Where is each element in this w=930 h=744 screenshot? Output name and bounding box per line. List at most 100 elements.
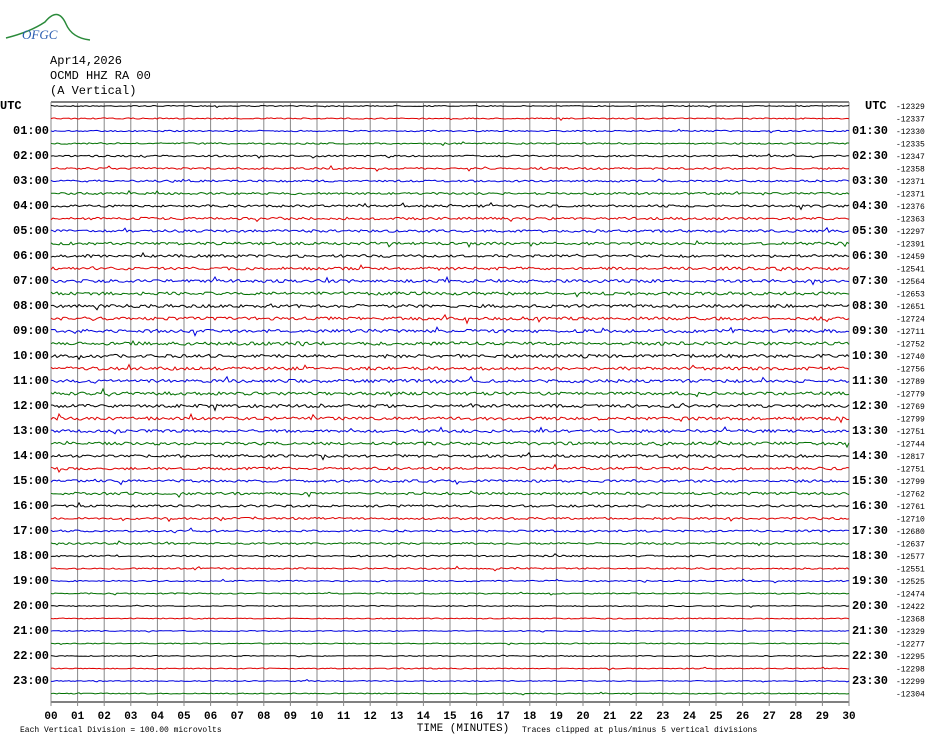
x-tick-label: 02 — [98, 711, 111, 723]
right-hour-label: 09:30 — [852, 324, 888, 338]
trace-offset-label: -12710 — [896, 516, 925, 525]
trace — [51, 565, 850, 572]
trace-offset-label: -12789 — [896, 378, 925, 387]
header-component: (A Vertical) — [50, 84, 136, 98]
left-hour-label: 09:00 — [13, 324, 49, 338]
trace — [50, 363, 850, 371]
trace-offset-label: -12368 — [896, 616, 925, 625]
right-hour-label: 08:30 — [852, 299, 888, 313]
trace — [50, 654, 850, 658]
trace-offset-label: -12564 — [896, 278, 925, 287]
right-hour-label: 06:30 — [852, 249, 888, 263]
header-station: OCMD HHZ RA 00 — [50, 69, 151, 83]
x-tick-label: 10 — [310, 711, 323, 723]
left-hour-label: 10:00 — [13, 349, 49, 363]
left-hour-label: 22:00 — [13, 649, 49, 663]
trace-offset-label: -12541 — [896, 266, 925, 275]
right-hour-label: 03:30 — [852, 174, 888, 188]
trace-offset-label: -12358 — [896, 166, 925, 175]
left-hour-label: 07:00 — [13, 274, 49, 288]
trace-offset-label: -12298 — [896, 666, 925, 675]
trace — [50, 412, 850, 424]
trace — [50, 375, 850, 384]
left-hour-label: 08:00 — [13, 299, 49, 313]
x-tick-label: 15 — [443, 711, 457, 723]
right-hour-label: 14:30 — [852, 449, 888, 463]
x-tick-label: 21 — [603, 711, 617, 723]
left-hour-label: 11:00 — [13, 374, 49, 388]
right-hour-label: 20:30 — [852, 599, 888, 613]
left-hour-label: 14:00 — [13, 449, 49, 463]
right-hour-label: 19:30 — [852, 574, 888, 588]
logo-text: OFGC — [22, 27, 58, 42]
trace-offset-label: -12752 — [896, 341, 925, 350]
x-tick-label: 17 — [497, 711, 510, 723]
right-hour-label: 11:30 — [852, 374, 888, 388]
x-tick-label: 11 — [337, 711, 351, 723]
trace-offset-label: -12740 — [896, 353, 925, 362]
trace — [50, 275, 850, 286]
trace-offset-label: -12474 — [896, 591, 925, 600]
x-tick-label: 28 — [789, 711, 803, 723]
trace — [50, 128, 850, 134]
right-hour-label: 17:30 — [852, 524, 888, 538]
trace — [50, 604, 850, 609]
trace — [50, 104, 850, 109]
trace-offset-label: -12371 — [896, 178, 925, 187]
right-hour-label: 13:30 — [852, 424, 888, 438]
left-hour-label: 18:00 — [13, 549, 49, 563]
trace-offset-label: -12335 — [896, 141, 925, 150]
x-tick-label: 12 — [364, 711, 377, 723]
trace-offset-label: -12329 — [896, 103, 925, 112]
right-hour-label: 15:30 — [852, 474, 888, 488]
x-tick-label: 23 — [656, 711, 670, 723]
x-tick-label: 29 — [816, 711, 829, 723]
left-hour-label: 16:00 — [13, 499, 49, 513]
trace — [50, 201, 850, 211]
trace — [50, 578, 850, 584]
trace-offset-label: -12525 — [896, 578, 925, 587]
trace-offset-label: -12422 — [896, 603, 925, 612]
trace — [50, 313, 850, 325]
trace — [50, 226, 850, 233]
right-hour-label: 02:30 — [852, 149, 888, 163]
trace — [50, 553, 850, 558]
trace-offset-label: -12299 — [896, 678, 925, 687]
trace — [50, 117, 850, 122]
trace — [50, 440, 850, 449]
x-axis-title: TIME (MINUTES) — [417, 723, 509, 735]
trace-offset-label: -12330 — [896, 128, 925, 137]
left-hour-label: 01:00 — [13, 124, 49, 138]
trace-offset-label: -12680 — [896, 528, 925, 537]
trace — [50, 164, 850, 172]
trace — [50, 617, 850, 620]
left-axis-title: UTC — [0, 99, 22, 113]
trace-offset-label: -12751 — [896, 466, 925, 475]
trace-offset-label: -12577 — [896, 553, 925, 562]
trace — [50, 153, 850, 159]
trace-offset-label: -12277 — [896, 641, 925, 650]
x-tick-label: 00 — [44, 711, 57, 723]
trace — [50, 303, 850, 311]
x-tick-label: 06 — [204, 711, 217, 723]
trace-offset-label: -12459 — [896, 253, 925, 262]
trace-offset-label: -12651 — [896, 303, 925, 312]
trace-offset-label: -12551 — [896, 566, 925, 575]
right-hour-label: 12:30 — [852, 399, 888, 413]
x-tick-label: 25 — [709, 711, 723, 723]
left-hour-label: 19:00 — [13, 574, 49, 588]
trace — [50, 291, 850, 298]
left-hour-label: 15:00 — [13, 474, 49, 488]
x-tick-label: 03 — [124, 711, 138, 723]
trace-offset-label: -12761 — [896, 503, 925, 512]
x-tick-label: 08 — [257, 711, 271, 723]
trace-offset-label: -12304 — [896, 691, 925, 700]
trace — [50, 451, 850, 461]
trace-offset-label: -12751 — [896, 428, 925, 437]
trace-offset-label: -12769 — [896, 403, 925, 412]
x-tick-label: 26 — [736, 711, 749, 723]
trace — [50, 326, 850, 337]
trace-offset-label: -12337 — [896, 116, 925, 125]
left-hour-label: 13:00 — [13, 424, 49, 438]
